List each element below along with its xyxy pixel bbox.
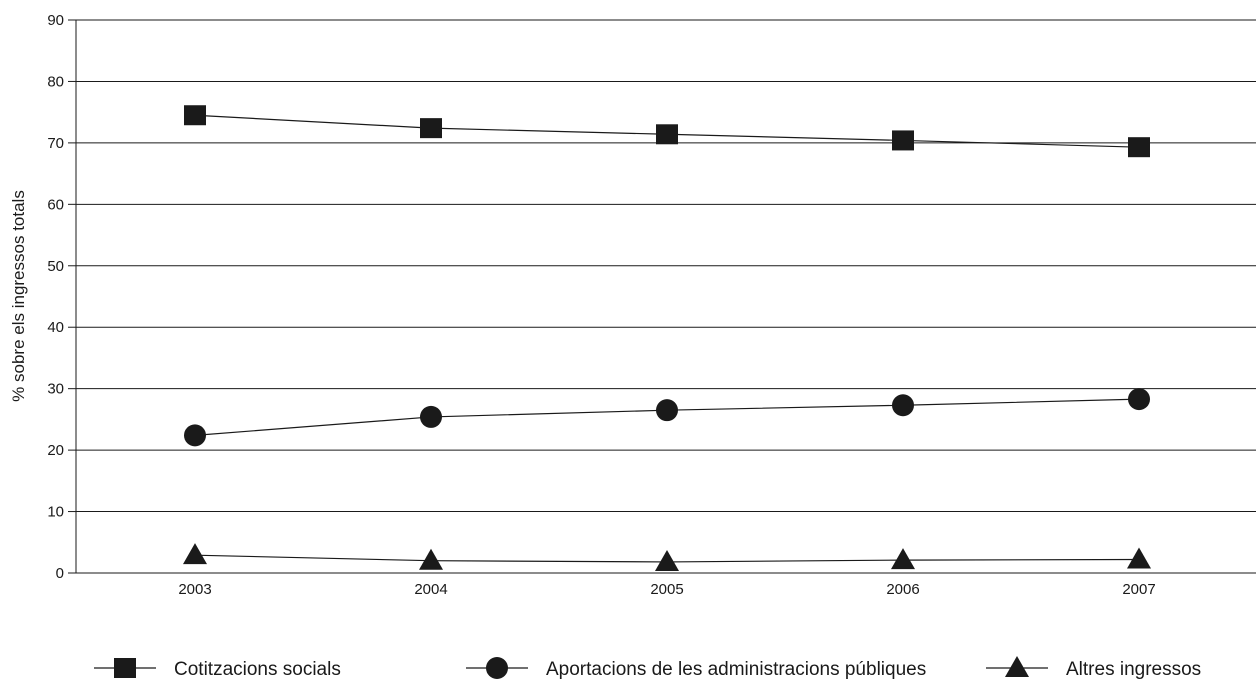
data-point-circle bbox=[1128, 388, 1150, 411]
legend-item-triangle: Altres ingressos bbox=[986, 656, 1201, 680]
y-tick-label: 70 bbox=[47, 135, 64, 152]
y-tick-label: 50 bbox=[47, 258, 64, 275]
data-point-circle bbox=[420, 405, 442, 428]
data-point-triangle bbox=[1127, 547, 1151, 569]
x-tick-label: 2005 bbox=[650, 581, 683, 598]
data-point-triangle bbox=[891, 548, 915, 570]
legend-marker-triangle bbox=[1005, 656, 1029, 677]
axes: 0 10 20 30 40 50 60 70 80 90 2003 2004 2005 2006 2007 bbox=[47, 12, 1256, 598]
data-point-square bbox=[420, 118, 442, 139]
y-tick-label: 30 bbox=[47, 381, 64, 398]
y-tick-label: 20 bbox=[47, 442, 64, 459]
data-point-triangle bbox=[183, 543, 207, 565]
series-triangle bbox=[183, 543, 1151, 571]
legend-marker-circle bbox=[486, 657, 508, 679]
y-tick-label: 10 bbox=[47, 504, 64, 521]
data-point-circle bbox=[184, 424, 206, 447]
legend-label: Aportacions de les administracions públi… bbox=[546, 659, 926, 680]
data-point-triangle bbox=[419, 548, 443, 570]
series bbox=[183, 105, 1151, 571]
x-tick-label: 2007 bbox=[1122, 581, 1155, 598]
series-square bbox=[184, 105, 1150, 158]
legend-item-circle: Aportacions de les administracions públi… bbox=[466, 657, 926, 680]
data-point-square bbox=[1128, 137, 1150, 158]
x-tick-label: 2006 bbox=[886, 581, 919, 598]
y-tick-label: 60 bbox=[47, 196, 64, 213]
x-tick-label: 2004 bbox=[414, 581, 447, 598]
y-axis-title: % sobre els ingressos totals bbox=[9, 190, 28, 402]
data-point-triangle bbox=[655, 549, 679, 571]
data-point-square bbox=[656, 124, 678, 145]
legend-label: Cotitzacions socials bbox=[174, 659, 341, 680]
y-tick-label: 90 bbox=[47, 12, 64, 29]
data-point-circle bbox=[656, 399, 678, 422]
legend-item-square: Cotitzacions socials bbox=[94, 658, 341, 680]
y-tick-label: 40 bbox=[47, 319, 64, 336]
legend-marker-square bbox=[114, 658, 136, 678]
x-tick-label: 2003 bbox=[178, 581, 211, 598]
data-point-square bbox=[892, 130, 914, 151]
legend: Cotitzacions socials Aportacions de les a… bbox=[94, 656, 1201, 680]
data-point-square bbox=[184, 105, 206, 126]
y-tick-label: 0 bbox=[56, 565, 64, 582]
gridlines bbox=[76, 19, 1256, 513]
data-point-circle bbox=[892, 394, 914, 417]
y-tick-label: 80 bbox=[47, 73, 64, 90]
series-circle bbox=[184, 388, 1150, 447]
legend-label: Altres ingressos bbox=[1066, 659, 1201, 680]
